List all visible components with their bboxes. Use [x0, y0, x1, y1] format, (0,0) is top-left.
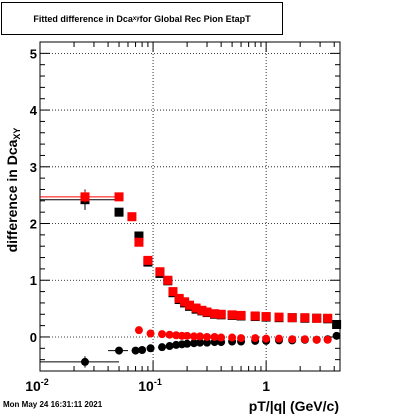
data-point [262, 334, 271, 343]
x-tick-label-exponent: -2 [41, 377, 49, 387]
data-point [202, 307, 212, 317]
data-point [217, 333, 226, 342]
data-point [168, 287, 178, 297]
y-tick-label: 5 [30, 46, 37, 61]
data-point [138, 346, 147, 355]
data-point [197, 305, 207, 315]
data-marks [40, 189, 342, 368]
data-point [127, 212, 137, 222]
plot-frame [39, 41, 341, 372]
y-tick-label: 2 [30, 217, 37, 232]
y-axis-label: difference in DcaXY [4, 128, 22, 253]
data-point [332, 319, 342, 329]
data-point [134, 326, 143, 335]
data-point [80, 357, 89, 366]
data-point [174, 293, 184, 303]
data-point [251, 334, 260, 343]
data-point [195, 332, 204, 341]
data-point [210, 332, 219, 341]
data-point [163, 275, 173, 285]
x-axis-label: pT/|q| (GeV/c) [249, 398, 339, 414]
data-point [146, 344, 155, 353]
data-point [312, 335, 321, 344]
data-point [210, 309, 220, 319]
data-point [195, 338, 204, 347]
data-point [158, 330, 167, 339]
data-point [165, 330, 174, 339]
data-point [183, 339, 192, 348]
x-tick-label: 1 [262, 378, 270, 394]
data-point [180, 297, 190, 307]
x-tick-label-base: 10 [25, 378, 41, 394]
data-point [237, 334, 246, 343]
data-point [216, 309, 226, 319]
data-point [155, 267, 165, 277]
x-tick-label-base: 10 [138, 378, 154, 394]
y-tick-label: 4 [30, 103, 38, 118]
data-point [189, 339, 198, 348]
x-tick-label-base: 1 [262, 378, 270, 394]
data-point [134, 237, 144, 247]
data-point [203, 338, 212, 347]
data-point [143, 255, 153, 265]
data-point [158, 343, 167, 352]
timestamp: Mon May 24 16:31:11 2021 [3, 400, 103, 409]
data-point [275, 334, 284, 343]
data-point [261, 312, 271, 322]
data-point [300, 313, 310, 323]
y-tick-label: 0 [30, 330, 37, 345]
data-point [185, 300, 195, 310]
data-point [236, 310, 246, 320]
data-point [312, 313, 322, 323]
chart-title-main: Fitted difference in Dca [33, 13, 133, 24]
data-point [114, 192, 124, 202]
data-point [146, 329, 155, 338]
data-point [114, 207, 124, 217]
data-point [165, 342, 174, 351]
data-point [287, 313, 297, 323]
data-point [183, 331, 192, 340]
data-point [191, 303, 201, 313]
data-point [323, 313, 333, 323]
data-point [203, 332, 212, 341]
data-point [228, 333, 237, 342]
data-point [134, 231, 144, 241]
data-point [227, 310, 237, 320]
data-point [189, 332, 198, 341]
x-tick-label-exponent: -1 [154, 377, 162, 387]
data-point [288, 335, 297, 344]
data-point [300, 335, 309, 344]
data-point [274, 312, 284, 322]
series-1 [40, 191, 333, 323]
data-point [172, 331, 181, 340]
chart-title: Fitted difference in Dca xy for Global Re… [1, 2, 283, 35]
x-tick-label: 10-2 [25, 377, 49, 394]
series-3 [134, 326, 332, 344]
y-axis-label-main: difference in Dca [4, 139, 20, 252]
x-tick-label: 10-1 [138, 377, 162, 394]
chart-title-tail: for Global Rec Pion EtapT [139, 13, 251, 24]
data-point [80, 192, 90, 202]
data-point [250, 311, 260, 321]
y-axis-label-subscript: XY [12, 128, 22, 140]
data-point [323, 335, 332, 344]
chart-title-subscript: xy [132, 15, 140, 22]
y-tick-label: 1 [30, 273, 37, 288]
data-point [131, 346, 140, 355]
data-point [172, 340, 181, 349]
data-point [332, 331, 341, 340]
y-tick-label: 3 [30, 160, 37, 175]
data-point [115, 346, 124, 355]
